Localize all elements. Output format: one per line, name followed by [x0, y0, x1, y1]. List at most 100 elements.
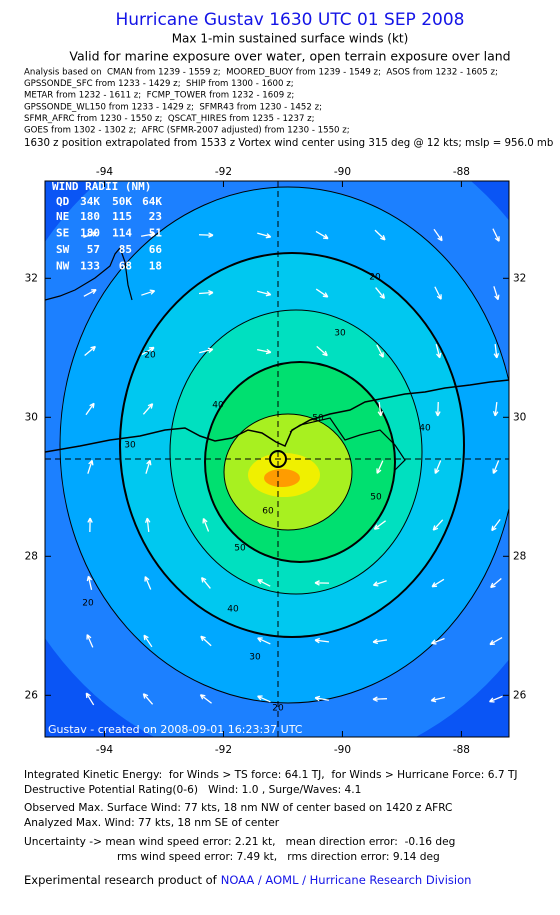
radii-cell: 23: [149, 210, 162, 223]
wind-arrow: [434, 460, 442, 474]
wind-band: [264, 469, 300, 487]
analysis-sources: Analysis based on CMAN from 1239 - 1559 …: [24, 68, 498, 136]
radii-cell: 180: [80, 210, 100, 223]
lat-label: 26: [25, 689, 39, 701]
radii-cell: 57: [87, 243, 100, 256]
lon-label: -90: [334, 166, 351, 178]
wind-arrow: [141, 346, 155, 356]
contour-label: 20: [272, 704, 284, 714]
lon-label: -90: [334, 744, 351, 756]
contour-label: 20: [369, 273, 381, 283]
wind-arrow: [372, 638, 388, 645]
lon-label: -92: [215, 744, 232, 756]
wind-arrow: [433, 228, 443, 242]
wind-arrow: [489, 695, 503, 703]
wind-arrow: [140, 231, 156, 238]
wind-arrow: [87, 459, 94, 474]
wind-arrow: [142, 403, 154, 415]
lon-label: -92: [215, 166, 232, 178]
graticule: -94 -94 -92 -92 -90 -90 -88 -88 32 32 30 30 28 28 26 26: [25, 166, 527, 756]
wind-arrow: [430, 696, 445, 703]
wind-arrow: [432, 519, 444, 531]
contour-label: 60: [262, 507, 274, 517]
wind-arrow: [492, 228, 500, 242]
lat-label: 28: [513, 550, 526, 562]
wind-arrow: [257, 290, 272, 297]
wind-arrow: [492, 460, 500, 474]
wind-arrow: [435, 401, 441, 417]
contour-label: 20: [82, 599, 94, 609]
wind-arrow: [257, 695, 271, 703]
radii-cell: 115: [112, 210, 132, 223]
wind-arrow: [376, 460, 384, 474]
footer-line: Integrated Kinetic Energy: for Winds > T…: [24, 769, 518, 781]
wind-arrow: [315, 288, 329, 298]
product-line: Experimental research product of NOAA / A…: [24, 873, 471, 887]
wind-arrow: [431, 578, 445, 588]
lat-label: 32: [25, 272, 38, 284]
contour-label: 40: [227, 605, 239, 615]
wind-arrow: [314, 695, 330, 702]
wind-arrow: [200, 576, 211, 589]
wind-arrow: [144, 517, 151, 533]
wind-arrow: [202, 518, 210, 532]
radii-header: 64K: [142, 195, 162, 208]
lon-label: -88: [453, 744, 470, 756]
wind-arrow: [315, 230, 329, 240]
wind-arrow: [314, 637, 330, 644]
wind-arrow: [490, 577, 502, 589]
radii-header: QD: [56, 195, 70, 208]
analysis-line: Analysis based on CMAN from 1239 - 1559 …: [24, 68, 498, 78]
wind-arrow: [200, 635, 212, 647]
wind-arrow: [84, 345, 96, 357]
wind-arrow: [372, 696, 388, 702]
wind-arrow: [142, 693, 154, 705]
wind-arrow: [257, 579, 271, 587]
radii-cell: 51: [149, 227, 163, 240]
wind-arrow: [493, 286, 500, 301]
radii-cell: 68: [119, 260, 132, 273]
contour-label: 20: [144, 351, 156, 361]
coastline: [45, 379, 509, 453]
analysis-line: GPSSONDE_SFC from 1233 - 1429 z; SHIP fr…: [24, 79, 294, 89]
wind-arrow: [435, 344, 442, 359]
wind-arrow: [489, 636, 503, 646]
footer-line: Analyzed Max. Wind: 77 kts, 18 nm SE of …: [24, 817, 280, 829]
map-area: 20 20 20 20 30 30 30 40 40 40 50 50 50 60 WIND RADII …: [45, 181, 509, 737]
radii-cell: 114: [112, 227, 132, 240]
analysis-line: SFMR_AFRC from 1230 - 1550 z; QSCAT_HIRE…: [24, 114, 315, 124]
wind-arrow: [314, 580, 330, 586]
radii-cell: NW: [56, 260, 70, 273]
contour-label: 30: [249, 653, 261, 663]
wind-arrow: [257, 348, 272, 355]
radii-cell: SE: [56, 227, 69, 240]
subtitle: Max 1-min sustained surface winds (kt): [172, 32, 409, 46]
product-link[interactable]: NOAA / AOML / Hurricane Research Divisio…: [221, 873, 472, 887]
wind-arrow: [376, 344, 384, 358]
radii-cell: 66: [149, 243, 163, 256]
lon-label: -88: [453, 166, 470, 178]
lat-label: 26: [513, 689, 527, 701]
wind-radii-table: WIND RADII (NM) QD 34K 50K 64K NE 180 115 23 SE 18…: [52, 181, 163, 273]
position-note: 1630 z position extrapolated from 1533 z…: [24, 138, 553, 149]
footer-line: rms wind speed error: 7.49 kt, rms direc…: [117, 851, 440, 863]
wind-arrow: [87, 517, 93, 533]
lat-label: 32: [513, 272, 526, 284]
wind-arrow: [83, 288, 97, 297]
lat-label: 30: [513, 411, 526, 423]
wind-bands: [45, 181, 509, 737]
radii-header: 34K: [80, 195, 100, 208]
contour-label: 50: [370, 493, 382, 503]
contour-label: 40: [212, 401, 224, 411]
wind-arrow: [86, 634, 94, 648]
lat-label: 30: [25, 411, 38, 423]
wind-arrows: [83, 228, 503, 706]
wind-arrow: [372, 580, 387, 587]
footer-line: Destructive Potential Rating(0-6) Wind: …: [24, 784, 361, 796]
lat-label: 28: [25, 550, 38, 562]
wind-arrow: [491, 519, 501, 532]
bay-coast: [45, 246, 133, 301]
lon-label: -94: [96, 744, 113, 756]
wind-arrow: [198, 290, 214, 296]
